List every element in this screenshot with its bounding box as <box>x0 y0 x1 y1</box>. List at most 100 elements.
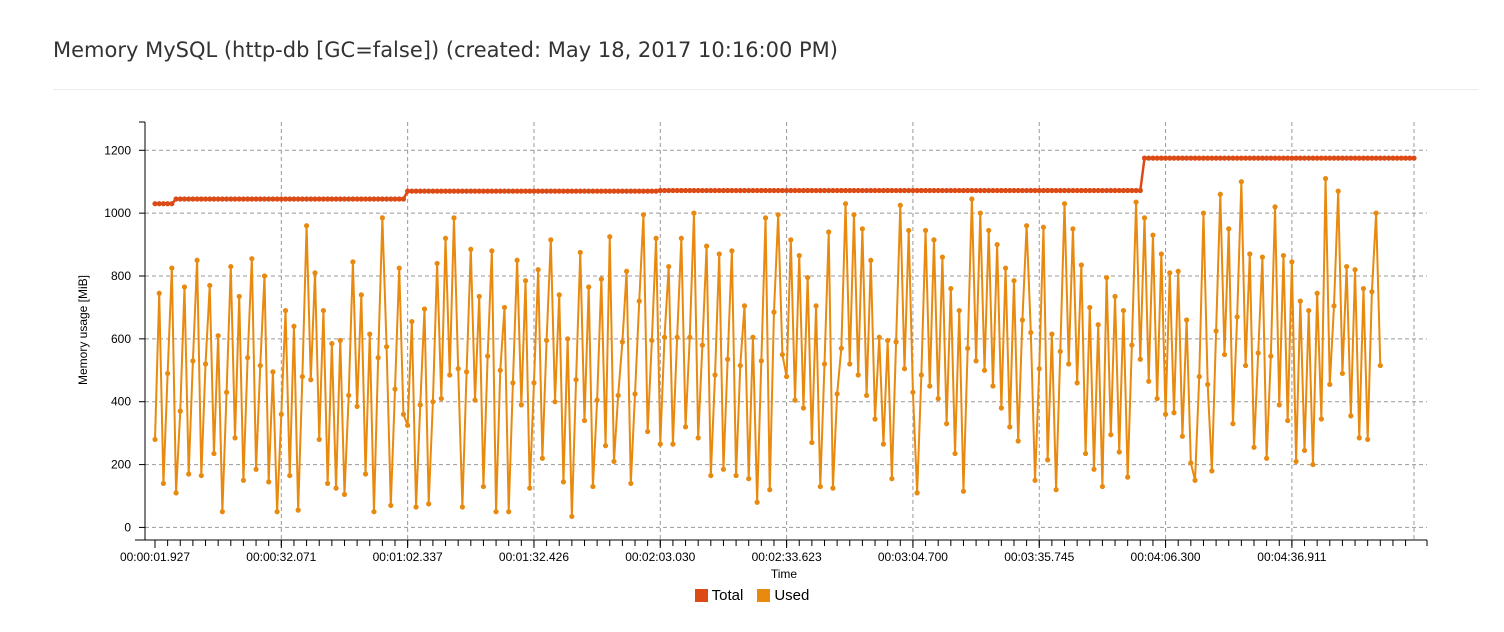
series-used-point <box>1344 263 1350 270</box>
series-total-point <box>952 187 958 194</box>
series-used-point <box>720 466 727 472</box>
series-total-point <box>973 187 979 194</box>
series-total-point <box>611 188 617 194</box>
series-used-point <box>771 309 777 315</box>
series-used-point <box>552 399 558 405</box>
series-total-point <box>969 187 975 194</box>
series-total-point <box>855 187 861 194</box>
series-used-point <box>944 421 950 427</box>
title-divider <box>53 89 1478 90</box>
series-used-point <box>817 483 823 490</box>
series-used-point <box>367 331 373 337</box>
series-used-point <box>186 471 192 477</box>
series-used-point <box>468 246 474 252</box>
series-used-point <box>1024 223 1030 229</box>
series-used-point <box>792 397 798 403</box>
series-used-point <box>350 259 356 265</box>
series-used-point <box>1007 424 1013 430</box>
series-total-point <box>1213 155 1219 161</box>
legend-swatch-total <box>694 589 708 602</box>
series-used-point <box>1280 252 1287 259</box>
series-total-point <box>447 188 453 194</box>
series-total-point <box>1158 155 1164 161</box>
series-used-point <box>1327 381 1333 388</box>
series-total-point <box>1099 187 1106 194</box>
series-used-point <box>935 395 941 402</box>
series-total-point <box>417 188 423 194</box>
series-total-point <box>190 196 196 202</box>
series-used-point <box>303 223 310 229</box>
series-total-point <box>1259 155 1266 161</box>
series-used-point <box>826 229 832 235</box>
series-total-point <box>1234 155 1240 161</box>
series-total-point <box>712 187 718 194</box>
series-total-point <box>1192 155 1198 161</box>
series-used-point <box>1082 450 1089 457</box>
series-total-point <box>518 188 524 194</box>
series-total-point <box>341 196 348 202</box>
series-used-point <box>649 337 655 344</box>
series-used-point <box>577 249 583 256</box>
series-total-point <box>813 187 819 194</box>
series-used-point <box>1259 254 1266 260</box>
legend-swatch-used <box>757 589 771 602</box>
series-total-point <box>889 187 895 194</box>
series-used-point <box>1074 380 1080 386</box>
series-total-point <box>434 188 440 194</box>
series-total-point <box>1255 155 1261 161</box>
series-used-point <box>994 241 1000 248</box>
series-total-point <box>1019 187 1026 194</box>
series-total-point <box>649 188 655 194</box>
series-used-point <box>645 428 651 435</box>
series-total-point <box>211 196 217 202</box>
series-total-point <box>1264 155 1270 161</box>
series-total-point <box>350 196 356 202</box>
series-total-point <box>198 196 204 202</box>
series-total-point <box>371 196 377 202</box>
series-used-point <box>1213 328 1219 334</box>
series-total-point <box>257 196 263 202</box>
series-used-point <box>569 513 575 520</box>
series-total-point <box>716 187 722 194</box>
series-total-point <box>927 187 933 194</box>
series-total-point <box>388 196 394 202</box>
series-total-point <box>1049 187 1055 194</box>
series-used-point <box>1179 433 1186 439</box>
series-total-point <box>160 201 167 207</box>
series-used-point <box>1205 381 1211 388</box>
series-used-point <box>405 422 411 428</box>
series-used-point <box>1141 215 1148 221</box>
series-used-point <box>329 340 335 347</box>
series-used-point <box>754 499 760 505</box>
series-total-point <box>261 196 268 202</box>
series-total-point <box>1352 155 1358 161</box>
series-used-point <box>1247 251 1253 257</box>
series-used-point <box>897 202 903 208</box>
series-total-point <box>409 188 415 194</box>
series-total-point <box>792 187 798 194</box>
series-total-point <box>287 196 293 202</box>
series-total-point <box>682 187 689 194</box>
series-total-point <box>358 196 364 202</box>
series-total-point <box>169 201 175 207</box>
series-total-point <box>333 196 339 202</box>
series-total-point <box>1386 155 1392 161</box>
series-used-point <box>1049 331 1055 337</box>
series-used-point <box>729 248 735 254</box>
series-used-point <box>1242 362 1249 369</box>
series-total-point <box>493 188 499 194</box>
series-used-point <box>409 318 415 325</box>
series-total-point <box>522 188 529 194</box>
series-used-point <box>1154 395 1160 402</box>
legend-item-total[interactable]: Total <box>694 587 743 604</box>
legend-item-used[interactable]: Used <box>757 587 809 604</box>
series-total-point <box>1188 155 1194 161</box>
series-total-point <box>223 196 230 202</box>
series-used-point <box>434 260 440 267</box>
y-tick-label: 800 <box>111 269 131 283</box>
series-used-point <box>1019 317 1026 323</box>
series-used-point <box>1167 270 1173 276</box>
series-used-point <box>1099 483 1106 490</box>
series-used-point <box>623 268 630 274</box>
series-used-point <box>173 490 179 496</box>
